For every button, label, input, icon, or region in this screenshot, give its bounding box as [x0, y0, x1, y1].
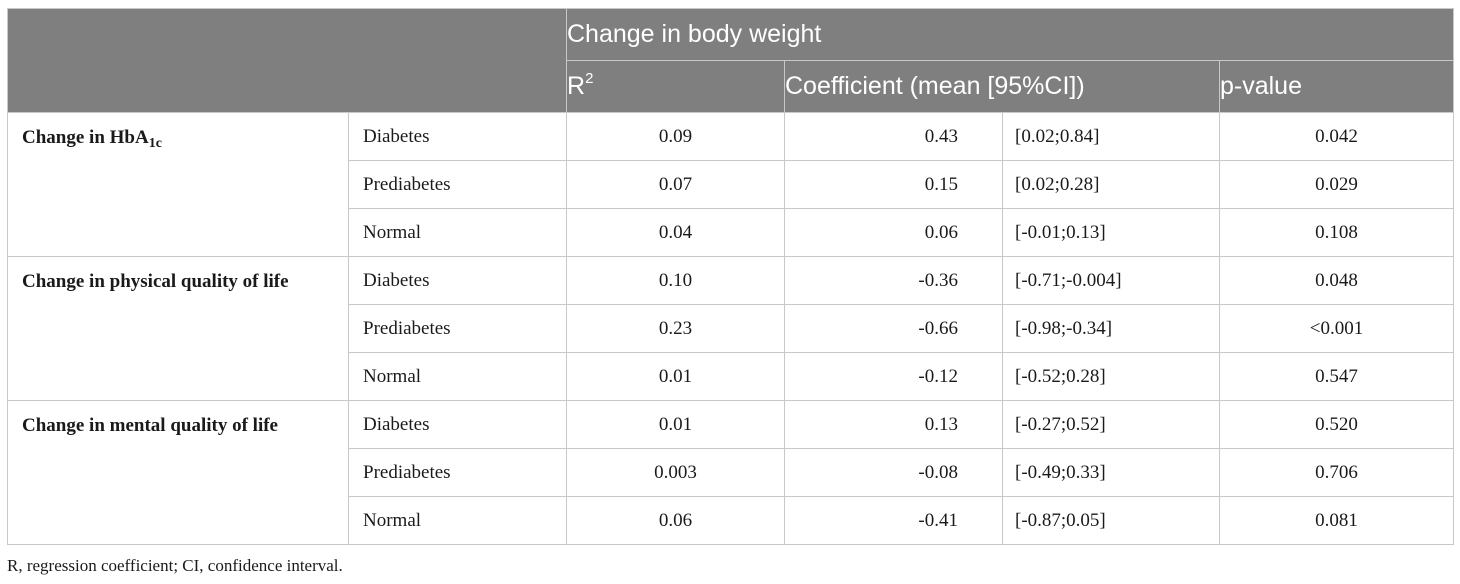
r2-cell: 0.06 — [566, 496, 785, 545]
p-value-cell: 0.042 — [1218, 112, 1455, 161]
coefficient-cell: -0.08 — [784, 448, 1003, 497]
confidence-interval-cell: [0.02;0.28] — [1002, 160, 1220, 209]
r2-cell: 0.09 — [566, 112, 785, 161]
subgroup-cell: Prediabetes — [348, 160, 567, 209]
table-footnote: R, regression coefficient; CI, confidenc… — [7, 556, 343, 575]
row-group-label: Change in HbA1c — [7, 112, 349, 257]
row-group-label-text: Change in HbA — [22, 127, 149, 148]
subgroup-cell: Prediabetes — [348, 448, 567, 497]
table-row: Normal 0.01 -0.12 [-0.52;0.28] 0.547 — [8, 352, 1455, 401]
subgroup-cell: Diabetes — [348, 400, 567, 449]
table-row: Change in mental quality of life Diabetes… — [7, 400, 1455, 545]
header-r2: R2 — [566, 60, 785, 113]
coefficient-cell: 0.13 — [784, 400, 1003, 449]
regression-table: Change in body weight R2 Coefficient (me… — [7, 8, 1455, 545]
table-row: Prediabetes 0.003 -0.08 [-0.49;0.33] 0.706 — [8, 448, 1455, 497]
row-group-label-subscript: 1c — [148, 136, 162, 151]
subgroup-cell: Normal — [348, 208, 567, 257]
subgroup-cell: Diabetes — [348, 256, 567, 305]
subgroup-cell: Normal — [348, 496, 567, 545]
coefficient-cell: -0.12 — [784, 352, 1003, 401]
p-value-cell: 0.029 — [1218, 160, 1455, 209]
row-group-label: Change in physical quality of life — [7, 256, 349, 401]
confidence-interval-cell: [-0.27;0.52] — [1002, 400, 1220, 449]
coefficient-cell: 0.06 — [784, 208, 1003, 257]
table-body: Change in HbA1c Diabetes 0.09 0.43 [0.02;0.8… — [7, 112, 1455, 545]
p-value-cell: <0.001 — [1218, 304, 1455, 353]
confidence-interval-cell: [0.02;0.84] — [1002, 112, 1220, 161]
r2-cell: 0.10 — [566, 256, 785, 305]
confidence-interval-cell: [-0.01;0.13] — [1002, 208, 1220, 257]
row-group-label-text: Change in mental quality of life — [22, 415, 278, 436]
coefficient-cell: -0.66 — [784, 304, 1003, 353]
coefficient-cell: 0.43 — [784, 112, 1003, 161]
table-row: Normal 0.04 0.06 [-0.01;0.13] 0.108 — [8, 208, 1455, 257]
header-blank-cell — [7, 8, 567, 113]
header-row-group: Change in body weight — [7, 8, 1455, 113]
table-row: Prediabetes 0.07 0.15 [0.02;0.28] 0.029 — [8, 160, 1455, 209]
row-group-label: Change in mental quality of life — [7, 400, 349, 545]
table-row: Change in physical quality of life Diabet… — [7, 256, 1455, 401]
r2-cell: 0.23 — [566, 304, 785, 353]
p-value-cell: 0.081 — [1218, 496, 1455, 545]
subgroup-cell: Normal — [348, 352, 567, 401]
confidence-interval-cell: [-0.87;0.05] — [1002, 496, 1220, 545]
header-r2-sup: 2 — [585, 70, 594, 87]
p-value-cell: 0.048 — [1218, 256, 1455, 305]
confidence-interval-cell: [-0.71;-0.004] — [1002, 256, 1220, 305]
r2-cell: 0.07 — [566, 160, 785, 209]
confidence-interval-cell: [-0.52;0.28] — [1002, 352, 1220, 401]
coefficient-cell: 0.15 — [784, 160, 1003, 209]
r2-cell: 0.04 — [566, 208, 785, 257]
confidence-interval-cell: [-0.49;0.33] — [1002, 448, 1220, 497]
table-row: Normal 0.06 -0.41 [-0.87;0.05] 0.081 — [8, 496, 1455, 545]
subgroup-cell: Prediabetes — [348, 304, 567, 353]
coefficient-cell: -0.36 — [784, 256, 1003, 305]
p-value-cell: 0.547 — [1218, 352, 1455, 401]
r2-cell: 0.01 — [566, 352, 785, 401]
r2-cell: 0.003 — [566, 448, 785, 497]
header-p-value: p-value — [1218, 60, 1455, 113]
header-r2-base: R — [567, 72, 586, 100]
confidence-interval-cell: [-0.98;-0.34] — [1002, 304, 1220, 353]
p-value-cell: 0.706 — [1218, 448, 1455, 497]
r2-cell: 0.01 — [566, 400, 785, 449]
p-value-cell: 0.108 — [1218, 208, 1455, 257]
header-change-in-body-weight: Change in body weight — [565, 8, 1455, 61]
p-value-cell: 0.520 — [1218, 400, 1455, 449]
coefficient-cell: -0.41 — [784, 496, 1003, 545]
header-coefficient: Coefficient (mean [95%CI]) — [784, 60, 1220, 113]
header-row-columns: R2 Coefficient (mean [95%CI]) p-value — [8, 60, 1455, 113]
subgroup-cell: Diabetes — [348, 112, 567, 161]
table-row: Prediabetes 0.23 -0.66 [-0.98;-0.34] <0.001 — [8, 304, 1455, 353]
row-group-label-text: Change in physical quality of life — [22, 271, 289, 292]
table-row: Change in HbA1c Diabetes 0.09 0.43 [0.02;0.8… — [7, 112, 1455, 257]
